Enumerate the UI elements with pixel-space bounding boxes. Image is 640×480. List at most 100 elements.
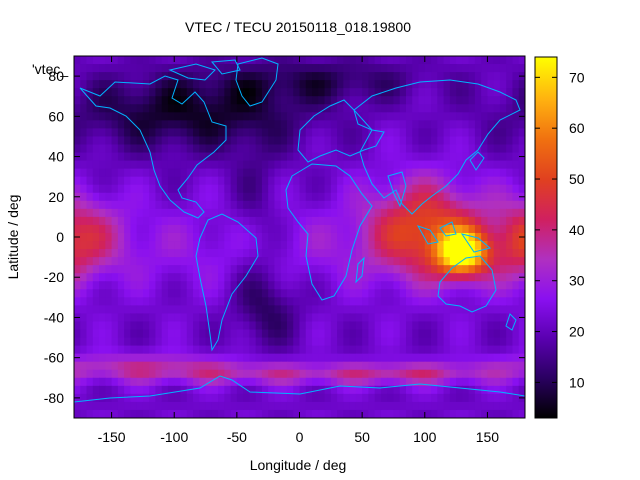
heatmap-cell — [180, 136, 188, 146]
heatmap-cell — [105, 168, 113, 178]
heatmap-cell — [312, 289, 319, 298]
heatmap-cell — [92, 257, 100, 266]
heatmap-cell — [506, 249, 514, 258]
heatmap-cell — [224, 249, 232, 258]
heatmap-cell — [462, 176, 470, 186]
heatmap-cell — [130, 216, 138, 226]
heatmap-cell — [431, 249, 438, 258]
heatmap-cell — [149, 393, 157, 403]
heatmap-cell — [274, 216, 282, 226]
heatmap-cell — [387, 144, 395, 154]
heatmap-cell — [99, 297, 106, 306]
heatmap-cell — [286, 208, 294, 218]
heatmap-cell — [424, 337, 432, 347]
heatmap-cell — [330, 313, 338, 323]
heatmap-cell — [468, 208, 476, 218]
heatmap-cell — [280, 249, 288, 258]
heatmap-cell — [136, 128, 144, 138]
heatmap-cell — [255, 377, 263, 387]
heatmap-cell — [368, 80, 376, 89]
heatmap-cell — [80, 329, 88, 339]
heatmap-cell — [211, 361, 219, 371]
heatmap-cell — [230, 401, 238, 411]
heatmap-cell — [437, 345, 445, 355]
heatmap-cell — [117, 289, 125, 298]
heatmap-cell — [443, 232, 451, 242]
heatmap-cell — [474, 401, 482, 411]
heatmap-cell — [286, 168, 294, 178]
heatmap-cell — [506, 281, 514, 290]
heatmap-cell — [374, 401, 382, 411]
heatmap-cell — [512, 128, 520, 138]
heatmap-cell — [424, 232, 432, 242]
heatmap-cell — [474, 152, 482, 162]
heatmap-cell — [236, 257, 244, 266]
heatmap-cell — [255, 216, 263, 226]
heatmap-cell — [449, 112, 457, 121]
heatmap-cell — [399, 112, 407, 121]
heatmap-cell — [193, 305, 200, 315]
heatmap-cell — [180, 192, 188, 202]
heatmap-cell — [243, 241, 250, 250]
heatmap-cell — [105, 401, 113, 411]
heatmap-cell — [481, 281, 489, 290]
heatmap-cell — [161, 337, 169, 347]
heatmap-cell — [224, 305, 232, 315]
heatmap-cell — [167, 144, 175, 154]
heatmap-cell — [111, 192, 119, 202]
heatmap-cell — [74, 361, 81, 371]
heatmap-cell — [349, 72, 357, 81]
heatmap-cell — [268, 337, 276, 347]
heatmap-cell — [456, 257, 463, 266]
heatmap-cell — [130, 88, 138, 97]
heatmap-cell — [518, 337, 525, 347]
heatmap-cell — [499, 176, 507, 186]
heatmap-cell — [274, 80, 282, 89]
heatmap-cell — [142, 281, 150, 290]
heatmap-cell — [481, 377, 489, 387]
heatmap-cell — [186, 136, 194, 146]
heatmap-cell — [211, 80, 219, 89]
heatmap-cell — [487, 104, 495, 113]
heatmap-cell — [324, 64, 332, 73]
heatmap-cell — [236, 112, 244, 121]
heatmap-cell — [399, 281, 407, 290]
y-tick-label: -80 — [44, 390, 64, 406]
heatmap-cell — [393, 56, 401, 65]
heatmap-cell — [393, 305, 401, 315]
heatmap-cell — [111, 160, 119, 170]
heatmap-cell — [286, 257, 294, 266]
heatmap-cell — [224, 265, 232, 274]
heatmap-cell — [136, 337, 144, 347]
heatmap-cell — [518, 281, 525, 290]
heatmap-cell — [324, 184, 332, 194]
heatmap-cell — [280, 329, 288, 339]
heatmap-cell — [481, 224, 489, 234]
heatmap-cell — [161, 176, 169, 186]
heatmap-cell — [142, 168, 150, 178]
heatmap-cell — [124, 329, 131, 339]
heatmap-cell — [399, 401, 407, 411]
heatmap-cell — [92, 120, 100, 129]
heatmap-cell — [481, 241, 489, 250]
heatmap-cell — [280, 208, 288, 218]
heatmap-cell — [474, 64, 482, 73]
heatmap-cell — [124, 257, 131, 266]
heatmap-cell — [393, 385, 401, 395]
heatmap-cell — [499, 216, 507, 226]
heatmap-cell — [362, 208, 370, 218]
heatmap-cell — [424, 377, 432, 387]
heatmap-cell — [330, 257, 338, 266]
heatmap-cell — [318, 176, 326, 186]
heatmap-cell — [412, 224, 420, 234]
heatmap-cell — [518, 297, 525, 306]
heatmap-cell — [199, 216, 207, 226]
y-tick-label: 40 — [48, 149, 64, 165]
heatmap-cell — [468, 152, 476, 162]
heatmap-cell — [362, 385, 370, 395]
heatmap-cell — [99, 377, 106, 387]
heatmap-cell — [293, 136, 301, 146]
heatmap-cell — [105, 64, 113, 73]
heatmap-cell — [431, 337, 438, 347]
heatmap-cell — [117, 168, 125, 178]
